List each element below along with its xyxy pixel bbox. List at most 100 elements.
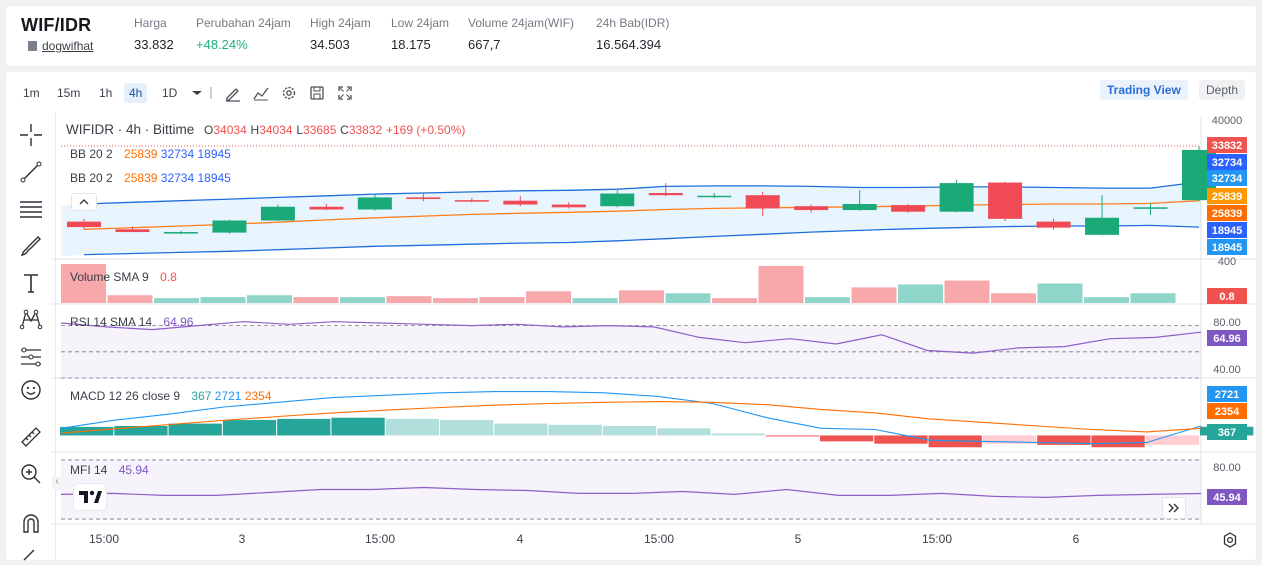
chevron-down-icon[interactable]	[187, 83, 207, 103]
stat-low: Low 24jam 18.175	[391, 16, 450, 52]
volume-tag-bg	[1207, 288, 1247, 304]
legend-open: 34034	[213, 123, 247, 137]
draw-tool-icon[interactable]	[223, 83, 243, 103]
stat-high: High 24jam 34.503	[310, 16, 371, 52]
fullscreen-icon[interactable]	[335, 83, 355, 103]
legend-high: 34034	[259, 123, 293, 137]
save-icon[interactable]	[307, 83, 327, 103]
crosshair-icon[interactable]	[18, 122, 44, 148]
price-tag-bg	[1207, 137, 1247, 153]
candle-body	[357, 197, 392, 210]
macd-hist-bar	[548, 424, 602, 436]
pencil-lock-icon[interactable]	[18, 540, 44, 565]
bb-lower-line	[83, 224, 1200, 256]
volume-bar	[712, 298, 757, 303]
macd-signal-line	[60, 401, 1202, 434]
book-icon	[28, 41, 37, 51]
price-tag-bg	[1207, 222, 1247, 238]
timeframe-1m[interactable]: 1m	[23, 86, 40, 100]
volume-bar	[991, 293, 1036, 303]
macd-hist-bar	[874, 435, 928, 444]
volume-bar	[944, 280, 990, 303]
macd-signal-tag: 2354	[1215, 406, 1240, 418]
candle-body	[988, 182, 1023, 219]
indicator-icon[interactable]	[251, 83, 271, 103]
macd-hist-tag-bg	[1207, 424, 1247, 440]
macd-hist-bar	[765, 435, 819, 437]
candle-body	[260, 206, 295, 221]
scroll-to-latest-button[interactable]	[1162, 497, 1186, 519]
price-tag: 18945	[1212, 225, 1243, 237]
coin-name-link[interactable]: dogwifhat	[28, 39, 93, 53]
volume-bar	[247, 295, 292, 303]
pattern-icon[interactable]	[18, 307, 44, 333]
macd-hist-bar	[331, 417, 385, 436]
volume-bar	[898, 284, 943, 303]
stat-volume: Volume 24jam(WIF) 667,7	[468, 16, 575, 52]
chart-settings-icon[interactable]	[1221, 531, 1239, 549]
candle-body	[551, 204, 586, 208]
trend-line-icon[interactable]	[18, 159, 44, 185]
time-axis-label: 3	[239, 532, 246, 546]
volume-bar	[154, 298, 199, 303]
rsi-tag-bg	[1207, 330, 1247, 346]
mfi-tag-bg	[1207, 489, 1247, 505]
timeframe-4h[interactable]: 4h	[124, 83, 148, 103]
time-axis-label: 15:00	[365, 532, 395, 546]
tv-logo-icon	[79, 490, 102, 503]
volume-bar	[340, 297, 385, 303]
volume-bar	[805, 297, 850, 303]
ruler-icon[interactable]	[18, 424, 44, 450]
volume-tag: 0.8	[1219, 291, 1234, 303]
macd-hist-bar	[1037, 435, 1091, 445]
volume-bar	[1130, 293, 1176, 303]
legend-bb-2: BB 20 2 25839 32734 18945	[70, 171, 231, 185]
chart-panel: 1m 15m 1h 4h 1D Trading View Depth	[6, 72, 1256, 561]
timeframe-1d[interactable]: 1D	[162, 86, 178, 100]
rsi-line	[60, 321, 1202, 354]
candle-body	[309, 206, 344, 210]
gear-icon[interactable]	[279, 83, 299, 103]
legend-macd: MACD 12 26 close 9 367 2721 2354	[70, 389, 272, 403]
rsi-axis-top: 80.00	[1213, 317, 1241, 329]
text-tool-icon[interactable]	[18, 270, 44, 296]
price-tag: 32734	[1212, 173, 1243, 185]
time-axis-label: 15:00	[89, 532, 119, 546]
macd-hist-bar	[385, 418, 439, 436]
macd-hist-bar	[1091, 435, 1145, 448]
volume-bar	[200, 297, 246, 303]
mfi-tag: 45.94	[1213, 492, 1241, 504]
measure-lines-icon[interactable]	[18, 344, 44, 370]
timeframe-15m[interactable]: 15m	[57, 86, 81, 100]
trading-view-button[interactable]: Trading View	[1100, 80, 1188, 100]
emoji-icon[interactable]	[18, 377, 44, 403]
time-axis-label: 15:00	[922, 532, 952, 546]
price-tag: 18945	[1212, 242, 1243, 254]
collapse-legend-button[interactable]	[71, 193, 97, 211]
volume-bar	[1084, 297, 1129, 303]
time-axis-label: 5	[795, 532, 802, 546]
price-tag: 33832	[1212, 140, 1243, 152]
depth-button[interactable]: Depth	[1199, 80, 1246, 100]
volume-bar	[572, 298, 618, 303]
panel-collapse-handle[interactable]: ‹	[52, 476, 62, 490]
brush-icon[interactable]	[18, 233, 44, 259]
magnet-icon[interactable]	[18, 510, 44, 536]
zoom-in-icon[interactable]	[18, 461, 44, 487]
bb-band-fill	[61, 181, 1201, 257]
tradingview-logo[interactable]	[74, 484, 106, 510]
legend-bb-1: BB 20 2 25839 32734 18945	[70, 147, 231, 161]
legend-low: 33685	[303, 123, 337, 137]
rsi-axis-bottom: 40.00	[1213, 364, 1241, 376]
candle-body	[648, 193, 683, 196]
chevron-up-icon	[79, 199, 89, 205]
macd-hist-bar	[928, 435, 982, 448]
candle-body	[406, 197, 441, 200]
ticker-bar: WIF/IDR dogwifhat Harga 33.832 Perubahan…	[6, 6, 1256, 66]
horizontal-lines-icon[interactable]	[18, 196, 44, 222]
volume-bar	[758, 265, 804, 303]
timeframe-1h[interactable]: 1h	[99, 86, 113, 100]
candle-body	[1036, 221, 1071, 228]
double-chevron-right-icon	[1168, 503, 1179, 513]
